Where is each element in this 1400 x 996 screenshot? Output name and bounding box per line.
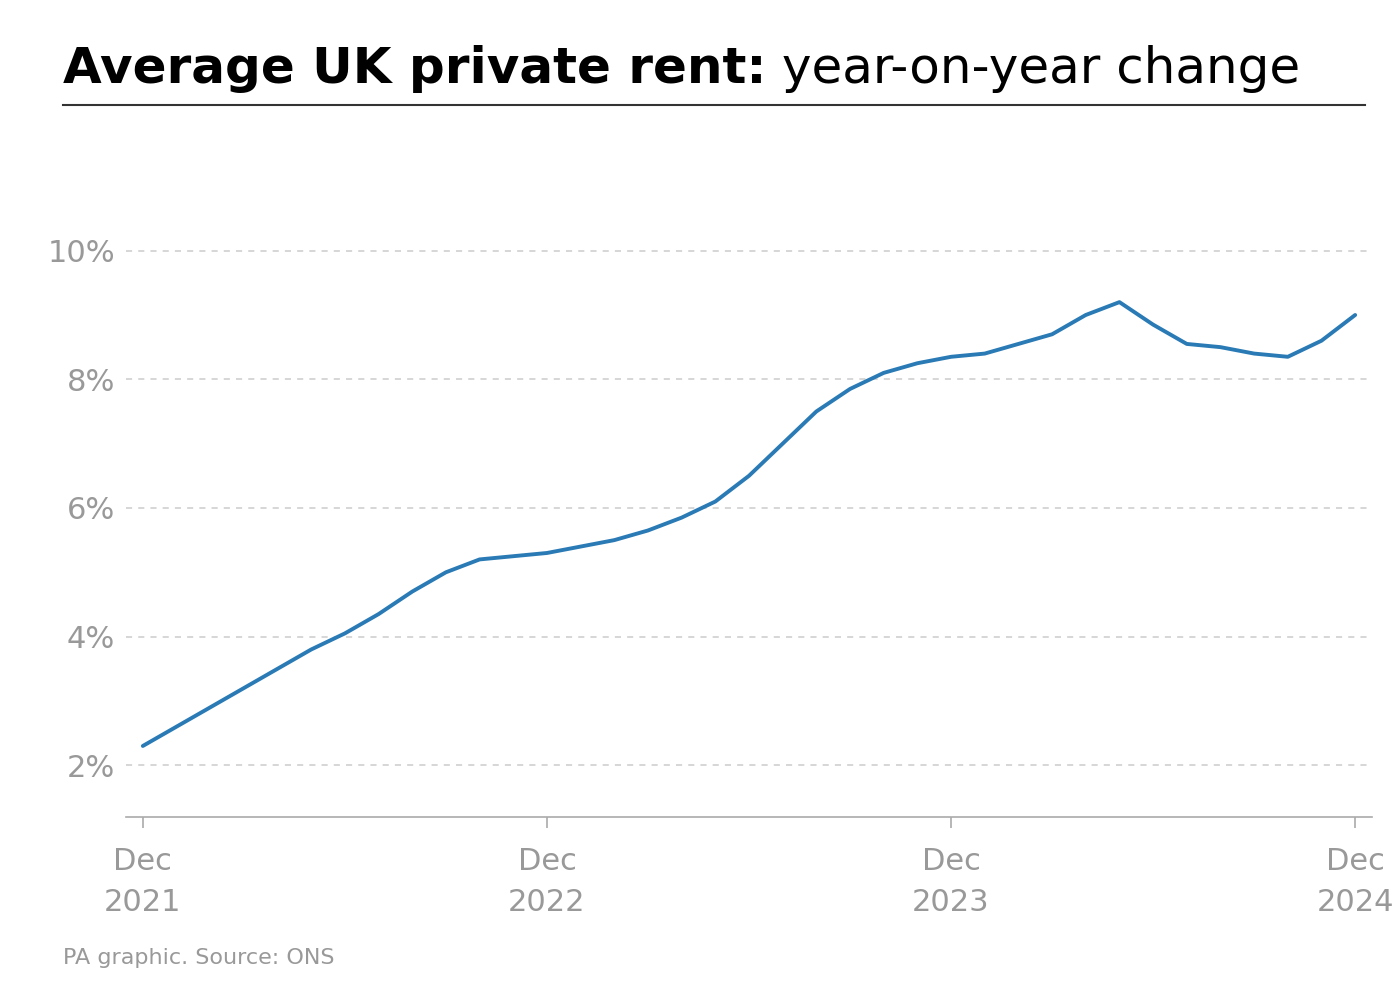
- Text: Average UK private rent:: Average UK private rent:: [63, 45, 767, 93]
- Text: PA graphic. Source: ONS: PA graphic. Source: ONS: [63, 948, 335, 968]
- Text: year-on-year change: year-on-year change: [767, 45, 1301, 93]
